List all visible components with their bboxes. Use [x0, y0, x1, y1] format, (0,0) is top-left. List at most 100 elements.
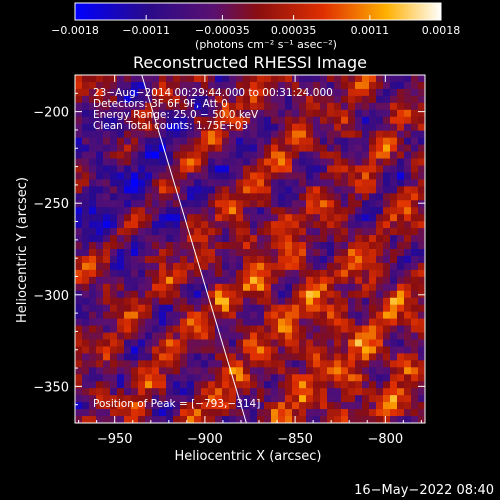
- heatmap-cell: [390, 81, 398, 90]
- heatmap-cell: [194, 193, 202, 201]
- heatmap-cell: [334, 228, 342, 236]
- heatmap-cell: [390, 388, 398, 396]
- heatmap-cell: [131, 402, 139, 410]
- heatmap-cell: [208, 88, 216, 97]
- heatmap-cell: [173, 255, 181, 264]
- heatmap-cell: [82, 221, 90, 229]
- heatmap-cell: [173, 88, 181, 97]
- heatmap-cell: [334, 367, 342, 375]
- heatmap-cell: [376, 207, 384, 215]
- heatmap-cell: [138, 88, 146, 97]
- heatmap-cell: [75, 311, 83, 319]
- heatmap-cell: [96, 144, 104, 152]
- heatmap-cell: [166, 395, 174, 403]
- heatmap-cell: [82, 318, 90, 326]
- heatmap-cell: [166, 179, 174, 187]
- heatmap-cell: [117, 221, 125, 229]
- heatmap-cell: [117, 158, 125, 166]
- heatmap-cell: [124, 416, 132, 423]
- heatmap-cell: [166, 235, 174, 243]
- heatmap-cell: [89, 221, 97, 229]
- heatmap-cell: [131, 367, 139, 375]
- heatmap-cell: [110, 179, 118, 187]
- heatmap-cell: [201, 179, 209, 187]
- heatmap-cell: [257, 318, 265, 326]
- heatmap-cell: [404, 144, 412, 152]
- heatmap-cell: [306, 374, 314, 382]
- heatmap-cell: [236, 242, 244, 250]
- heatmap-cell: [250, 297, 258, 306]
- heatmap-cell: [159, 75, 167, 83]
- heatmap-cell: [404, 395, 412, 403]
- heatmap-cell: [117, 144, 125, 152]
- heatmap-cell: [110, 109, 118, 118]
- heatmap-cell: [103, 95, 111, 104]
- heatmap-cell: [173, 409, 181, 417]
- heatmap-cell: [313, 381, 321, 389]
- heatmap-cell: [117, 81, 125, 90]
- heatmap-cell: [341, 179, 349, 187]
- heatmap-cell: [355, 346, 363, 354]
- heatmap-cell: [103, 381, 111, 389]
- heatmap-cell: [124, 144, 132, 152]
- heatmap-cell: [215, 193, 223, 201]
- heatmap-cell: [229, 283, 237, 292]
- heatmap-cell: [320, 88, 328, 97]
- heatmap-cell: [362, 130, 370, 139]
- heatmap-cell: [334, 255, 342, 264]
- heatmap-cell: [96, 381, 104, 389]
- heatmap-cell: [96, 193, 104, 201]
- heatmap-cell: [313, 325, 321, 333]
- heatmap-cell: [152, 325, 160, 333]
- heatmap-cell: [341, 395, 349, 403]
- heatmap-cell: [355, 374, 363, 382]
- heatmap-cell: [278, 137, 286, 145]
- heatmap-cell: [257, 409, 265, 417]
- heatmap-cell: [362, 332, 370, 340]
- heatmap-cell: [159, 158, 167, 166]
- heatmap-cell: [397, 276, 405, 285]
- heatmap-cell: [327, 304, 335, 313]
- heatmap-cell: [180, 409, 188, 417]
- heatmap-cell: [313, 186, 321, 194]
- heatmap-cell: [264, 81, 272, 90]
- heatmap-cell: [215, 109, 223, 118]
- heatmap-cell: [96, 304, 104, 313]
- heatmap-cell: [285, 193, 293, 201]
- heatmap-cell: [306, 158, 314, 166]
- heatmap-cell: [320, 228, 328, 236]
- heatmap-cell: [362, 276, 370, 285]
- heatmap-cell: [313, 395, 321, 403]
- heatmap-cell: [362, 388, 370, 396]
- heatmap-cell: [278, 165, 286, 173]
- heatmap-cell: [292, 214, 300, 222]
- heatmap-cell: [159, 318, 167, 326]
- heatmap-cell: [215, 116, 223, 125]
- heatmap-cell: [110, 255, 118, 264]
- heatmap-cell: [194, 325, 202, 333]
- heatmap-cell: [110, 235, 118, 243]
- heatmap-cell: [152, 75, 160, 83]
- heatmap-cell: [152, 360, 160, 368]
- heatmap-cell: [159, 242, 167, 250]
- heatmap-cell: [313, 116, 321, 125]
- heatmap-cell: [75, 242, 83, 250]
- heatmap-cell: [180, 144, 188, 152]
- heatmap-cell: [355, 179, 363, 187]
- heatmap-cell: [159, 325, 167, 333]
- heatmap-cell: [285, 416, 293, 423]
- heatmap-cell: [411, 367, 419, 375]
- heatmap-cell: [418, 144, 425, 152]
- heatmap-cell: [110, 221, 118, 229]
- heatmap-cell: [411, 353, 419, 361]
- heatmap-cell: [306, 360, 314, 368]
- heatmap-cell: [145, 130, 153, 139]
- heatmap-cell: [159, 137, 167, 145]
- heatmap-cell: [285, 381, 293, 389]
- heatmap-cell: [131, 186, 139, 194]
- heatmap-cell: [390, 130, 398, 139]
- heatmap-cell: [383, 144, 391, 152]
- heatmap-cell: [215, 123, 223, 132]
- heatmap-cell: [397, 353, 405, 361]
- heatmap-cell: [376, 374, 384, 382]
